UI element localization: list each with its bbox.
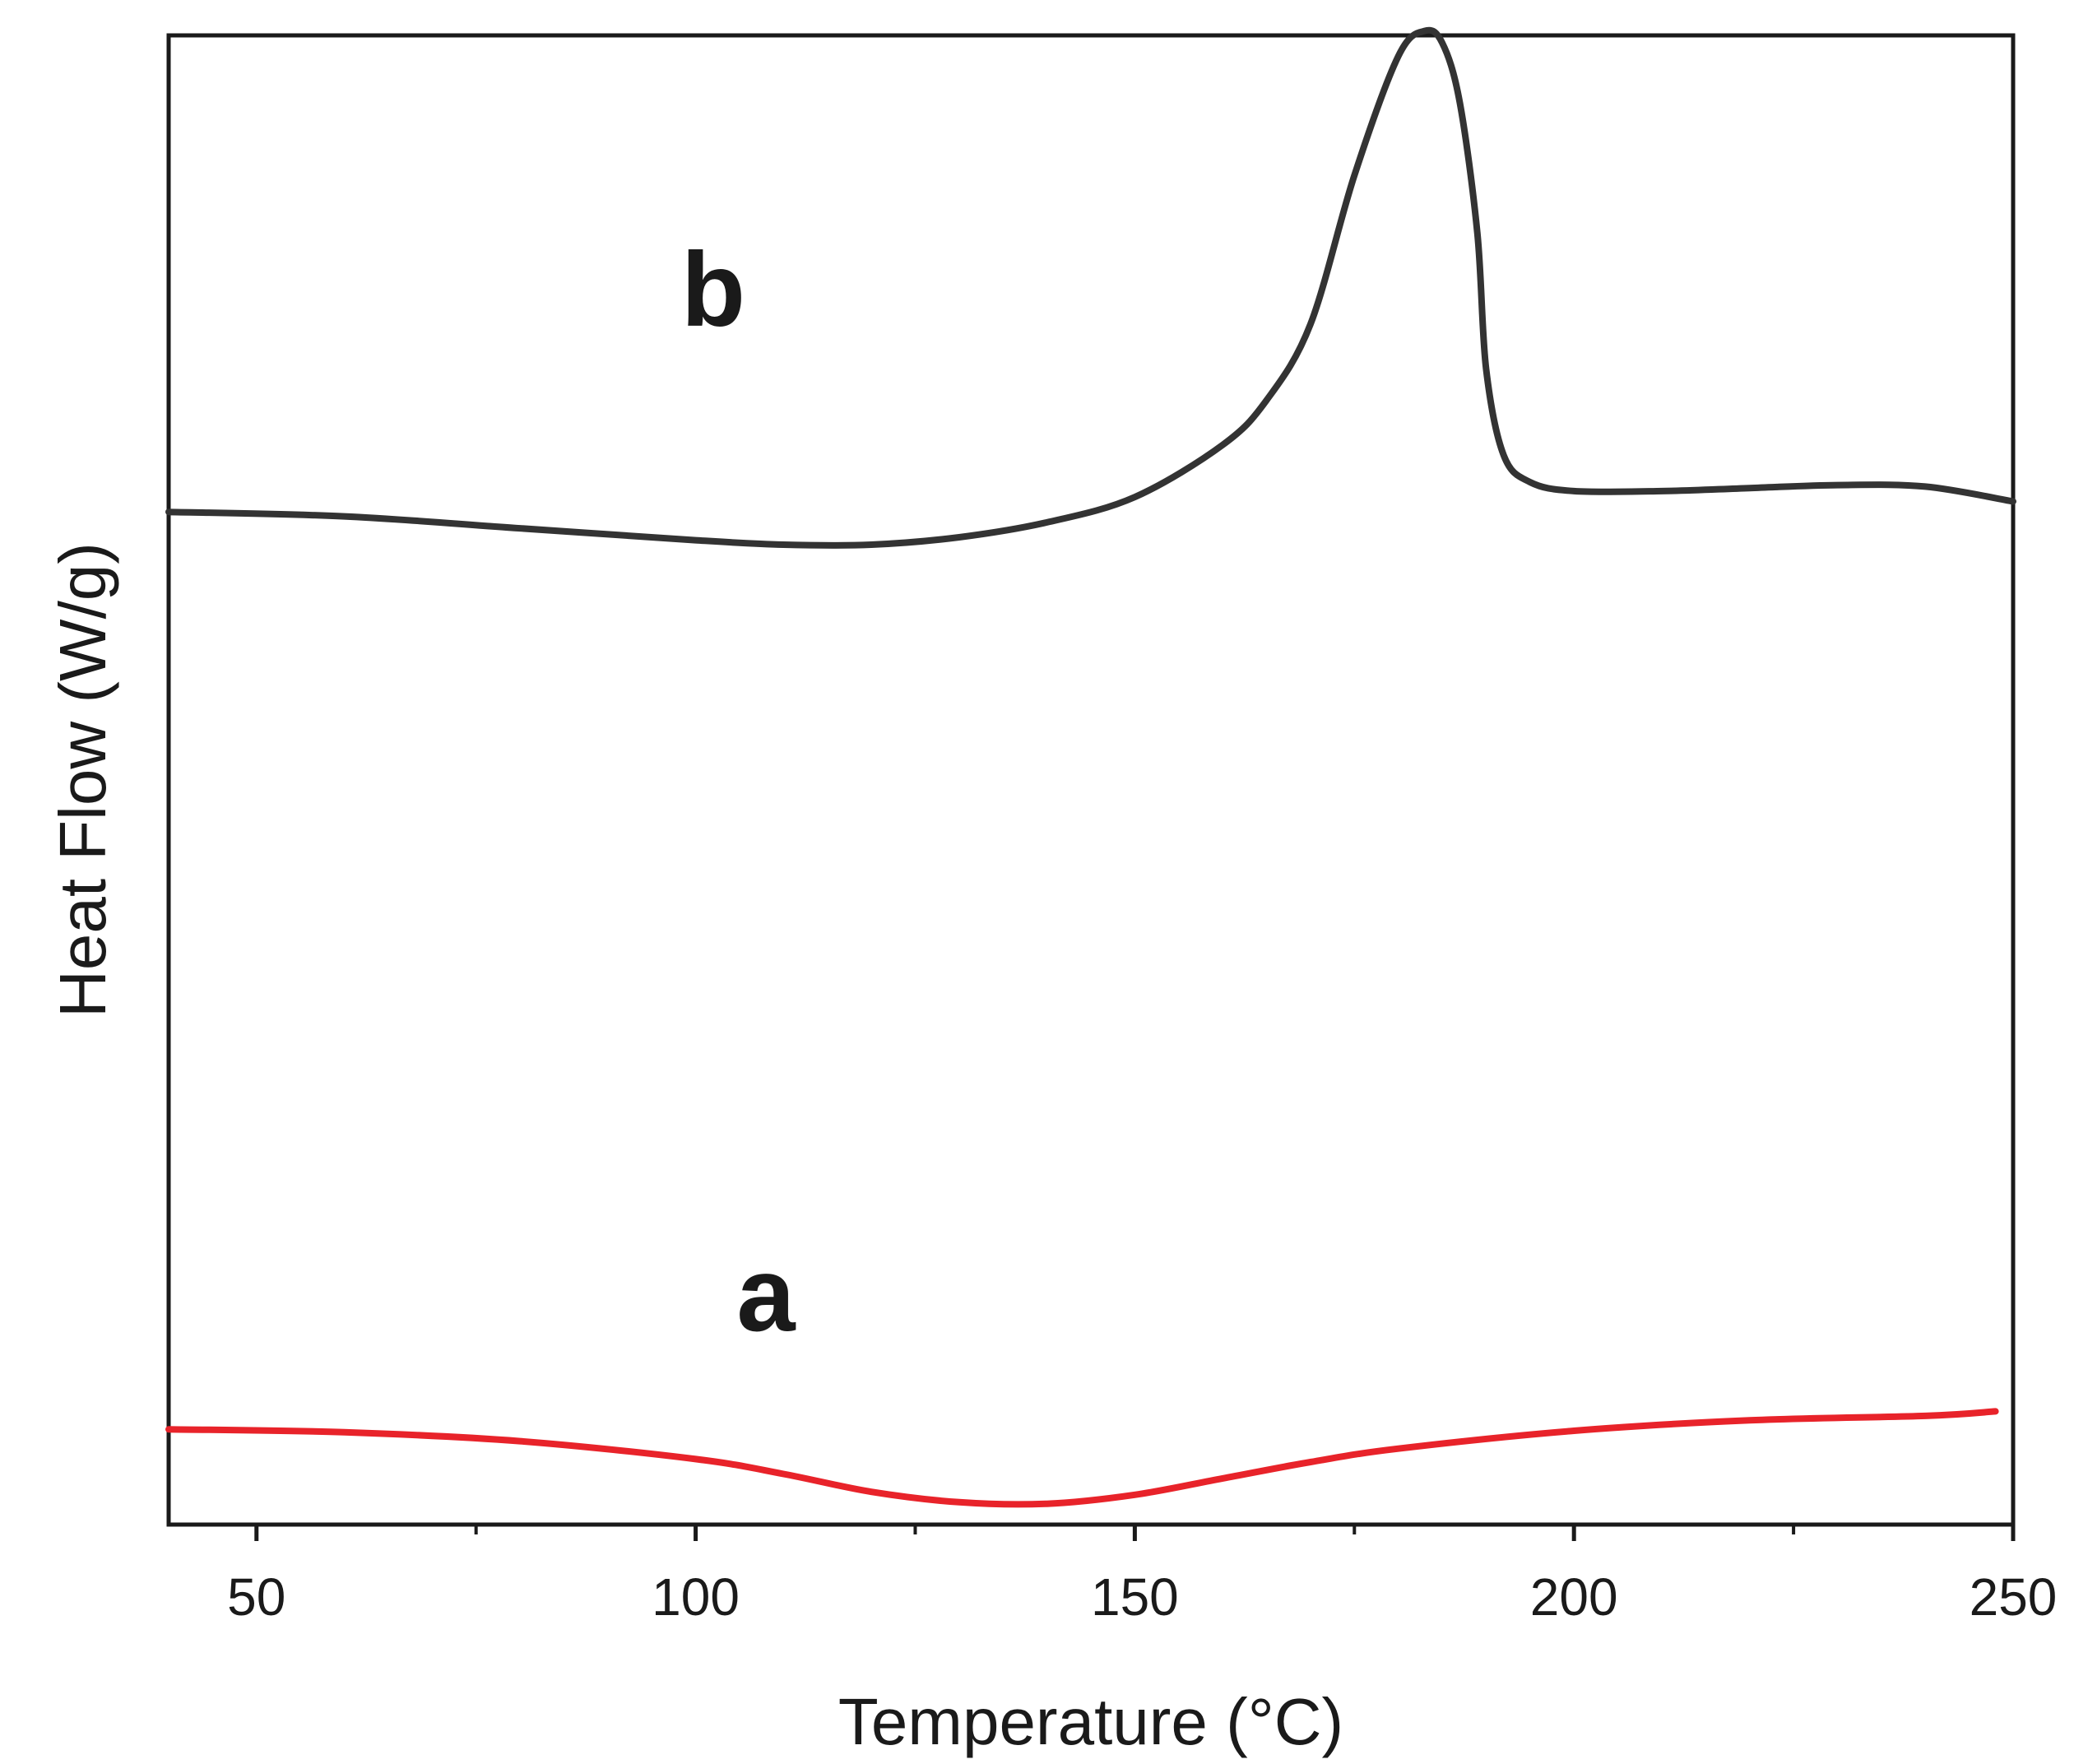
x-tick-label: 250 (1970, 1567, 2058, 1627)
series-labels: ab (681, 231, 796, 1354)
series-line-b (165, 26, 2016, 549)
plot-frame (166, 33, 2016, 1527)
series-line-a (165, 1408, 1999, 1508)
series-lines (165, 26, 2016, 1508)
x-axis-title: Temperature (°C) (838, 1685, 1343, 1758)
y-axis-title: Heat Flow (W/g) (46, 542, 119, 1018)
series-label-b: b (681, 231, 745, 349)
x-tick-label: 200 (1530, 1567, 1618, 1627)
x-axis-ticks (254, 1525, 2016, 1541)
x-tick-label: 150 (1091, 1567, 1179, 1627)
x-tick-labels: 50 100 150 200 250 (227, 1567, 2057, 1627)
x-tick-label: 100 (652, 1567, 740, 1627)
x-tick-label: 50 (227, 1567, 285, 1627)
series-label-a: a (736, 1237, 796, 1354)
